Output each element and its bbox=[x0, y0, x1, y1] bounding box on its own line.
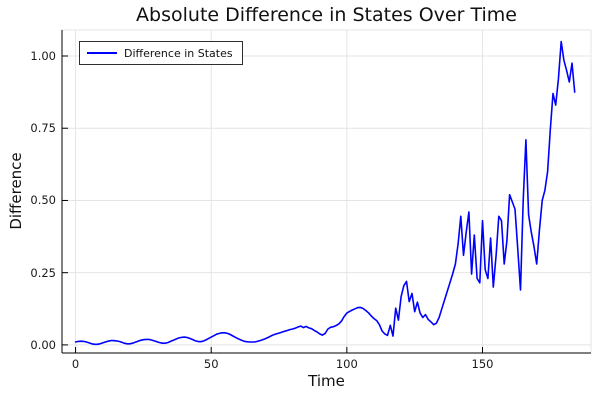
y-tick-label: 0.50 bbox=[30, 193, 56, 208]
legend-box: Difference in States bbox=[79, 41, 243, 65]
x-tick-label: 0 bbox=[71, 357, 80, 371]
series-line bbox=[74, 40, 576, 346]
y-tick-label: 0.25 bbox=[30, 265, 56, 280]
x-tick-label: 50 bbox=[203, 357, 219, 371]
legend-line-sample bbox=[87, 52, 117, 54]
chart-title: Absolute Difference in States Over Time bbox=[136, 4, 517, 26]
y-tick-label: 0.75 bbox=[30, 121, 56, 136]
y-tick-label: 1.00 bbox=[30, 49, 56, 63]
legend-label: Difference in States bbox=[124, 46, 233, 60]
y-tick-label: 0.00 bbox=[30, 337, 56, 352]
x-tick-label: 100 bbox=[335, 357, 358, 371]
x-tick-label: 150 bbox=[471, 357, 494, 371]
x-axis-label: Time bbox=[308, 372, 345, 390]
